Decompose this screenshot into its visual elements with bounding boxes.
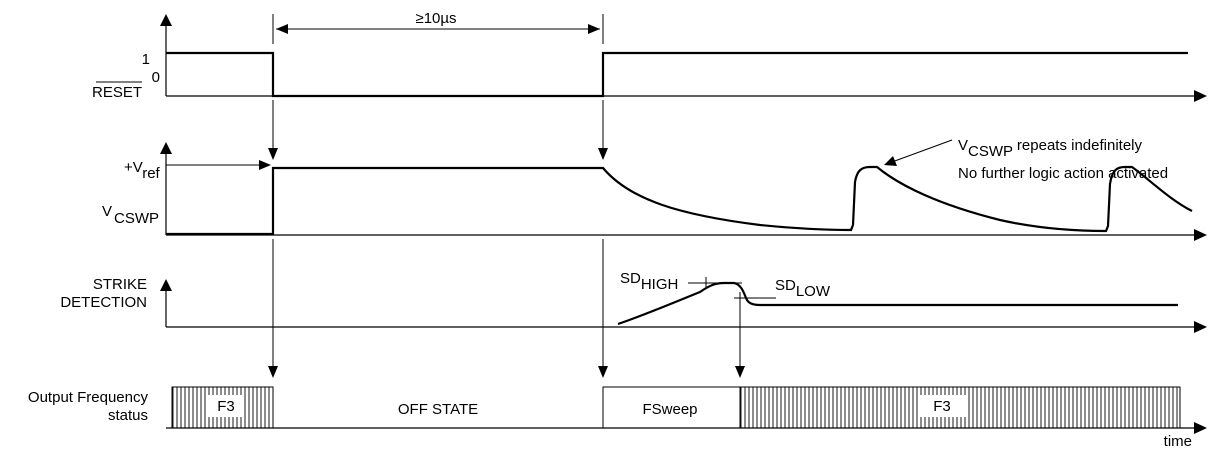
sd-high-label: SDHIGH [620,270,678,293]
vcswp-y-axis-arrowhead [160,142,172,154]
event-arrowhead-1 [268,148,278,160]
vcswp-label: V CSWP [102,203,159,227]
fsweep-segment [602,386,740,428]
output-label-line2: status [108,407,148,424]
event-arrows [268,100,745,378]
strike-label-line1: STRIKE [93,276,147,293]
pulse-width-dimension: ≥10µs [272,10,604,44]
strike-y-axis-arrowhead [160,279,172,291]
reset-label: RESET [92,84,142,101]
reset-y-axis-arrowhead [160,14,172,26]
strike-detection-row: STRIKE DETECTION SDHIGH SDLOW [60,270,1207,333]
f3-right-label: F3 [933,398,951,415]
event-arrowhead-5 [735,366,745,378]
annotation-arrowhead [884,156,897,166]
reset-time-axis-arrowhead [1194,90,1207,102]
vcswp-time-axis-arrowhead [1194,229,1207,241]
reset-row: 1 0 RESET [92,14,1207,102]
f3-right-label-bg [918,395,966,417]
f3-left-label: F3 [217,398,235,415]
off-state-label: OFF STATE [398,401,478,418]
output-status-row: Output Frequency status F3 OFF STATE FSw… [28,386,1207,450]
vref-label: +Vref [124,159,161,182]
strike-label-line2: DETECTION [60,294,147,311]
dimension-arrowhead-left [276,24,288,34]
sd-low-label: SDLOW [775,277,831,300]
event-arrowhead-4 [598,366,608,378]
dimension-arrowhead-right [588,24,600,34]
pulse-width-label: ≥10µs [415,10,456,27]
reset-level-low: 0 [152,69,160,86]
vref-pointer-arrowhead [259,160,271,170]
f3-left-segment-border [171,386,274,429]
reset-waveform [166,51,1188,98]
vcswp-row: +Vref V CSWP [102,142,1207,241]
time-axis-label: time [1164,433,1192,450]
output-label-line1: Output Frequency [28,389,149,406]
f3-right-segment-border [739,386,1181,429]
event-arrowhead-2 [598,148,608,160]
output-time-axis-arrowhead [1194,422,1207,434]
annotation-leader-line [891,139,953,163]
vcswp-waveform [166,165,1193,236]
annotation-line1: VCSWP repeats indefinitely [958,137,1142,160]
annotation-line2: No further logic action activated [958,165,1168,182]
reset-level-high: 1 [142,51,150,68]
f3-left-label-bg [208,395,244,417]
fsweep-label: FSweep [642,401,697,418]
strike-time-axis-arrowhead [1194,321,1207,333]
strike-waveform [617,281,1178,326]
event-arrowhead-3 [268,366,278,378]
repeat-annotation: VCSWP repeats indefinitely No further lo… [884,137,1168,182]
